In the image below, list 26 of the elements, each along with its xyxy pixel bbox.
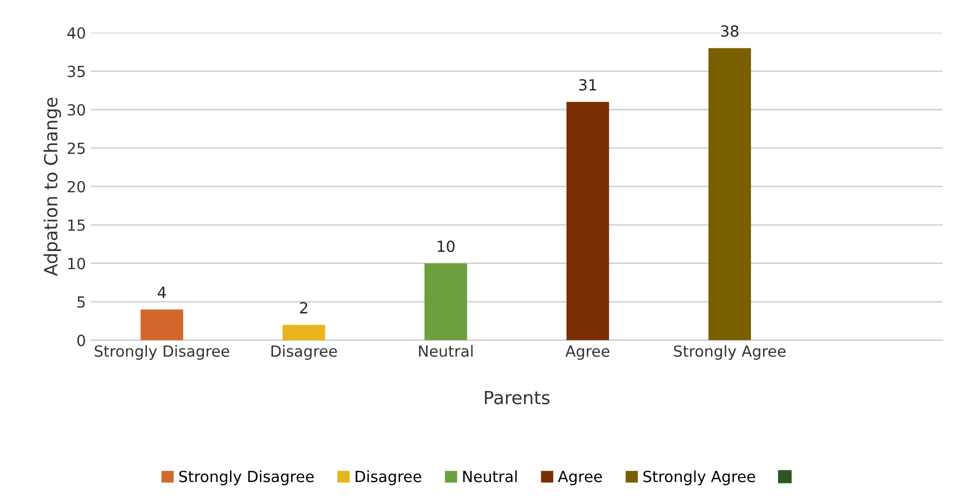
- data-label: 10: [438, 240, 455, 252]
- legend-label: Strongly Disagree: [179, 470, 314, 486]
- y-tick-label: 15: [68, 220, 85, 231]
- y-tick-label: 25: [68, 142, 85, 154]
- x-tick-label: Neutral: [419, 345, 473, 357]
- legend-label: Agree: [558, 470, 602, 486]
- legend-label: Strongly Agree: [643, 470, 756, 486]
- x-axis-title: Parents: [484, 390, 550, 404]
- x-tick-label: Strongly Agree: [674, 345, 786, 360]
- y-tick-label: 5: [78, 296, 85, 308]
- legend-label: Disagree: [356, 470, 422, 486]
- data-label: 2: [300, 302, 308, 314]
- y-tick-label: 0: [77, 334, 86, 346]
- y-tick-label: 10: [68, 258, 86, 270]
- x-tick-label: Disagree: [271, 345, 337, 360]
- legend-label: Neutral: [463, 470, 517, 482]
- data-label: 4: [158, 286, 166, 298]
- data-label: 31: [579, 79, 596, 91]
- y-tick-label: 40: [67, 27, 86, 39]
- x-tick-label: Strongly Disagree: [94, 345, 230, 360]
- y-tick-label: 20: [68, 180, 86, 192]
- data-label: 38: [721, 25, 738, 37]
- x-tick-label: Agree: [565, 346, 610, 360]
- y-axis-title: Adpation to Change: [44, 98, 62, 276]
- y-tick-label: 30: [68, 104, 86, 116]
- y-tick-label: 35: [68, 66, 85, 78]
